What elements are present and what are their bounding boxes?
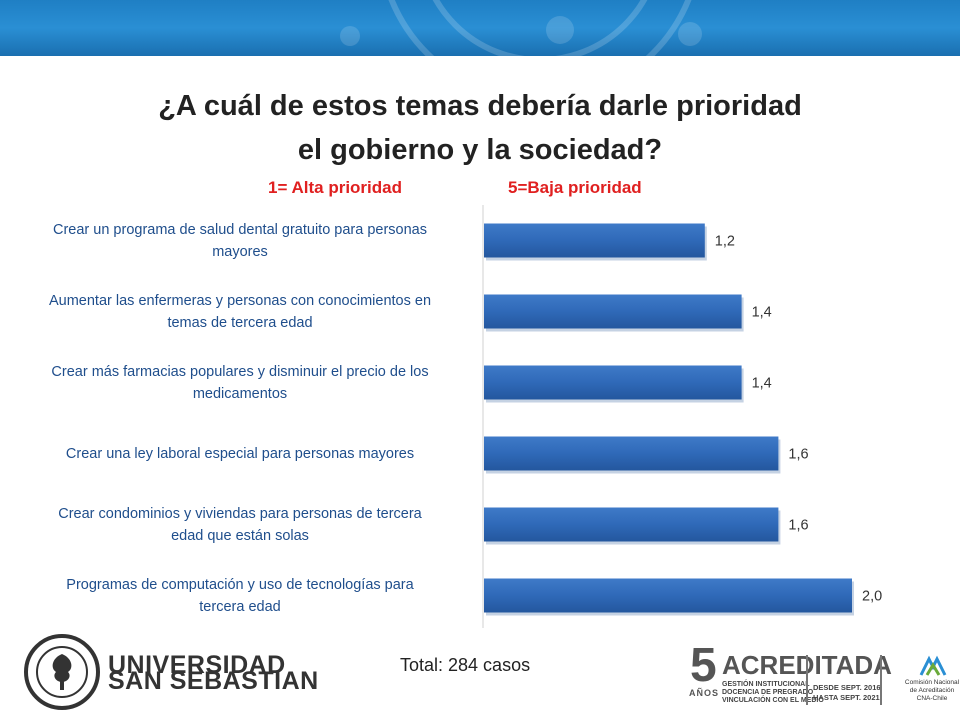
accreditation-area-2: DOCENCIA DE PREGRADO bbox=[722, 689, 814, 696]
subtitle-low-priority: 5=Baja prioridad bbox=[508, 178, 642, 197]
category-label-line: Crear una ley laboral especial para pers… bbox=[65, 445, 415, 462]
category-label: Crear condominios y viviendas para perso… bbox=[15, 503, 465, 547]
cna-line-1: Comisión Nacional bbox=[904, 679, 960, 686]
category-label-line: Programas de computación y uso de tecnol… bbox=[66, 576, 414, 593]
chart-title-line1: ¿A cuál de estos temas debería darle pri… bbox=[158, 90, 802, 122]
data-label: 1,2 bbox=[715, 234, 735, 250]
bar-shadow bbox=[486, 581, 854, 616]
bar-shadow bbox=[486, 297, 744, 332]
bar bbox=[484, 223, 705, 258]
data-label: 1,4 bbox=[752, 305, 772, 321]
bar bbox=[484, 365, 742, 400]
chart-title-line2: el gobierno y la sociedad? bbox=[297, 134, 663, 166]
accreditation-area-3: VINCULACIÓN CON EL MEDIO bbox=[722, 697, 824, 704]
banner-pattern bbox=[340, 0, 702, 56]
cna-logo-icon bbox=[919, 655, 947, 676]
category-label-line: medicamentos bbox=[192, 385, 288, 402]
category-label-line: Aumentar las enfermeras y personas con c… bbox=[48, 292, 432, 309]
category-label-line: temas de tercera edad bbox=[167, 314, 313, 331]
bar bbox=[484, 507, 779, 542]
category-label-line: Crear condominios y viviendas para perso… bbox=[58, 505, 422, 522]
bar bbox=[484, 294, 742, 329]
bar bbox=[484, 578, 852, 613]
category-label-line: mayores bbox=[212, 243, 268, 260]
cna-line-2: de Acreditación bbox=[909, 687, 955, 694]
category-label-line: Crear más farmacias populares y disminui… bbox=[51, 363, 429, 380]
data-label: 1,6 bbox=[788, 447, 808, 463]
data-label: 1,4 bbox=[752, 376, 772, 392]
category-label: Aumentar las enfermeras y personas con c… bbox=[15, 290, 465, 334]
bar-shadow bbox=[486, 226, 707, 261]
cna-line-3: CNA-Chile bbox=[916, 695, 948, 702]
data-label: 1,6 bbox=[788, 518, 808, 534]
cna-divider bbox=[880, 655, 882, 705]
bar-shadow bbox=[486, 368, 744, 403]
accreditation-from: DESDE SEPT. 2016 bbox=[813, 683, 881, 692]
top-banner bbox=[0, 0, 960, 56]
category-label-line: edad que están solas bbox=[171, 527, 309, 544]
accreditation-area-1: GESTIÓN INSTITUCIONAL bbox=[722, 681, 810, 688]
category-label: Crear una ley laboral especial para pers… bbox=[15, 443, 465, 465]
bar bbox=[484, 436, 779, 471]
subtitle-high-priority: 1= Alta prioridad bbox=[268, 178, 402, 197]
bars-group: 1,2 1,4 1,4 1,6 1,6 2,0 bbox=[484, 223, 882, 616]
category-label-line: tercera edad bbox=[199, 598, 281, 615]
university-name-line2: SAN SEBASTIAN bbox=[108, 667, 319, 695]
footer-total: Total: 284 casos bbox=[400, 655, 531, 675]
bar-shadow bbox=[486, 510, 781, 545]
chart-title: ¿A cuál de estos temas debería darle pri… bbox=[0, 84, 960, 172]
university-seal-icon bbox=[24, 634, 100, 710]
accreditation-divider bbox=[806, 655, 808, 705]
data-label: 2,0 bbox=[862, 589, 882, 605]
university-name-line1: UNIVERSIDAD bbox=[108, 651, 286, 679]
category-label-line: Crear un programa de salud dental gratui… bbox=[52, 221, 427, 238]
category-label: Crear un programa de salud dental gratui… bbox=[15, 219, 465, 263]
accreditation-number: 5 bbox=[690, 639, 717, 692]
category-label: Programas de computación y uso de tecnol… bbox=[15, 574, 465, 618]
accreditation-to: HASTA SEPT. 2021 bbox=[813, 693, 880, 702]
bar-shadow bbox=[486, 439, 781, 474]
accreditation-years: AÑOS bbox=[689, 688, 720, 698]
category-label: Crear más farmacias populares y disminui… bbox=[15, 361, 465, 405]
